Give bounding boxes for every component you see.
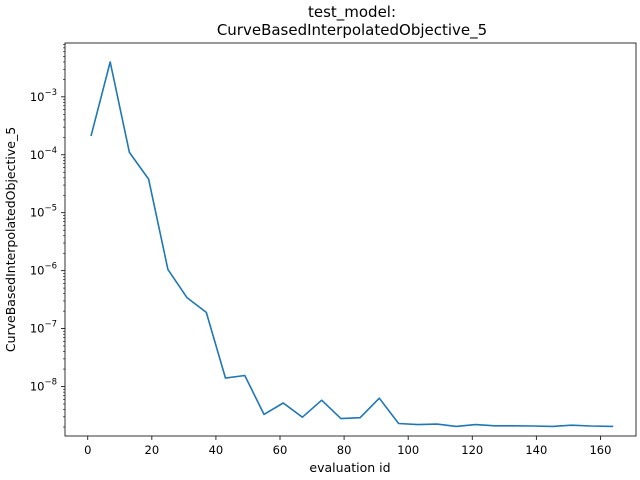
y-tick-label: 10−3	[30, 88, 57, 104]
x-tick-label: 60	[273, 443, 288, 457]
x-tick-label: 120	[461, 443, 483, 457]
x-axis-label: evaluation id	[309, 460, 390, 475]
chart-title-line-2: CurveBasedInterpolatedObjective_5	[217, 21, 487, 40]
y-tick-label: 10−6	[30, 262, 57, 278]
x-tick-label: 40	[209, 443, 224, 457]
y-axis-ticks: 10−8 10−7 10−6 10−5 10−4 10−3	[30, 88, 65, 394]
y-tick-label: 10−5	[30, 204, 57, 220]
y-tick-label: 10−7	[30, 320, 57, 336]
x-tick-label: 160	[589, 443, 611, 457]
chart-title-line-1: test_model:	[308, 3, 396, 22]
series-line	[90, 61, 614, 428]
y-tick-label: 10−4	[30, 146, 57, 162]
x-tick-label: 80	[337, 443, 352, 457]
x-tick-label: 20	[145, 443, 160, 457]
x-tick-label: 140	[525, 443, 547, 457]
x-axis-ticks: 0 20 40 60 80 100 120 140 160	[84, 436, 611, 457]
y-axis-label: CurveBasedInterpolatedObjective_5	[3, 127, 18, 352]
y-tick-label: 10−8	[30, 378, 57, 394]
x-tick-label: 100	[397, 443, 419, 457]
x-tick-label: 0	[84, 443, 91, 457]
plot-frame	[64, 42, 637, 437]
